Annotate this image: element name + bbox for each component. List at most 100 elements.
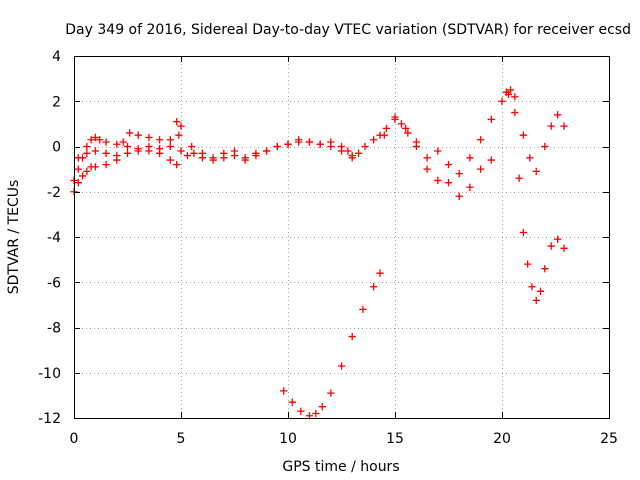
data-point <box>297 407 305 415</box>
data-point <box>423 165 431 173</box>
data-point <box>113 140 121 148</box>
data-point <box>96 136 104 144</box>
data-point <box>295 136 303 144</box>
data-point <box>74 165 82 173</box>
data-point <box>337 147 346 155</box>
x-tick-label: 20 <box>493 431 511 447</box>
data-point <box>466 154 474 162</box>
data-point <box>327 389 335 397</box>
data-point <box>397 120 406 128</box>
y-tick-label: -6 <box>47 275 61 291</box>
data-point <box>423 154 431 162</box>
data-point <box>466 183 474 191</box>
data-point <box>524 260 532 268</box>
data-point <box>361 142 369 151</box>
data-point <box>519 131 528 139</box>
data-point <box>74 179 82 187</box>
series-track-a <box>70 133 198 185</box>
data-point <box>280 387 288 395</box>
data-point <box>87 136 95 144</box>
data-point <box>273 142 281 151</box>
x-tick-label: 0 <box>70 431 79 447</box>
data-point <box>83 167 91 176</box>
data-point <box>498 97 506 105</box>
data-point <box>145 142 153 151</box>
data-point <box>348 332 356 341</box>
data-point <box>412 142 421 151</box>
data-point <box>444 179 453 187</box>
data-point <box>102 149 110 157</box>
data-point <box>91 147 100 155</box>
data-point <box>177 122 185 130</box>
data-point <box>188 142 196 151</box>
data-point <box>183 151 192 160</box>
data-point <box>305 138 314 146</box>
data-point <box>220 154 228 162</box>
data-point <box>312 409 320 418</box>
x-tick-label: 15 <box>386 431 404 447</box>
data-point <box>305 412 314 420</box>
data-point <box>344 147 352 155</box>
y-tick-label: -12 <box>38 411 61 427</box>
y-tick-label: 0 <box>52 140 61 156</box>
data-point <box>541 142 549 151</box>
data-point <box>316 140 324 148</box>
series-track-f <box>280 269 384 420</box>
x-axis-label: GPS time / hours <box>282 459 399 475</box>
data-point <box>376 269 384 277</box>
data-point <box>327 142 335 151</box>
x-tick-label: 25 <box>600 431 618 447</box>
x-tick-label: 5 <box>177 431 186 447</box>
x-tick-label: 10 <box>279 431 297 447</box>
data-point <box>359 305 367 314</box>
data-point <box>123 142 132 151</box>
data-point <box>91 133 100 142</box>
x-tick-labels: 0 5 10 15 20 25 <box>70 431 618 447</box>
series-track-e <box>198 136 356 164</box>
data-point <box>536 287 545 295</box>
y-tick-label: 2 <box>52 94 61 110</box>
y-tick-label: -2 <box>47 185 61 201</box>
data-point <box>487 115 495 123</box>
data-point <box>528 283 536 291</box>
data-point <box>526 154 534 162</box>
data-point <box>102 138 110 146</box>
data-point <box>553 235 562 243</box>
data-point <box>166 156 174 164</box>
data-point <box>519 228 528 237</box>
data-point <box>434 176 442 185</box>
data-point <box>455 170 463 178</box>
y-tick-label: 4 <box>52 49 61 65</box>
data-point <box>83 142 91 151</box>
data-point <box>404 129 412 137</box>
axis-ticks <box>74 56 610 419</box>
data-point <box>190 149 198 157</box>
y-tick-label: -10 <box>38 366 61 382</box>
data-point <box>511 93 519 101</box>
series-track-h <box>423 147 495 200</box>
data-point <box>511 108 519 117</box>
data-point <box>173 160 181 169</box>
data-point <box>78 172 87 180</box>
data-point <box>434 147 442 155</box>
data-point <box>382 124 391 133</box>
data-point <box>337 362 346 370</box>
data-point <box>284 140 292 148</box>
data-point <box>541 265 549 273</box>
data-point <box>560 244 568 252</box>
data-point <box>444 160 453 169</box>
data-point <box>547 122 555 130</box>
data-point <box>262 147 271 155</box>
data-point <box>380 131 388 139</box>
data-point <box>532 167 540 176</box>
data-point <box>506 86 515 94</box>
data-point <box>553 111 562 119</box>
data-point <box>134 147 142 155</box>
data-point <box>134 131 142 139</box>
data-point <box>173 117 181 126</box>
data-point <box>119 138 127 146</box>
data-point <box>348 151 356 160</box>
y-tick-label: -4 <box>47 230 61 246</box>
data-point <box>476 165 485 173</box>
